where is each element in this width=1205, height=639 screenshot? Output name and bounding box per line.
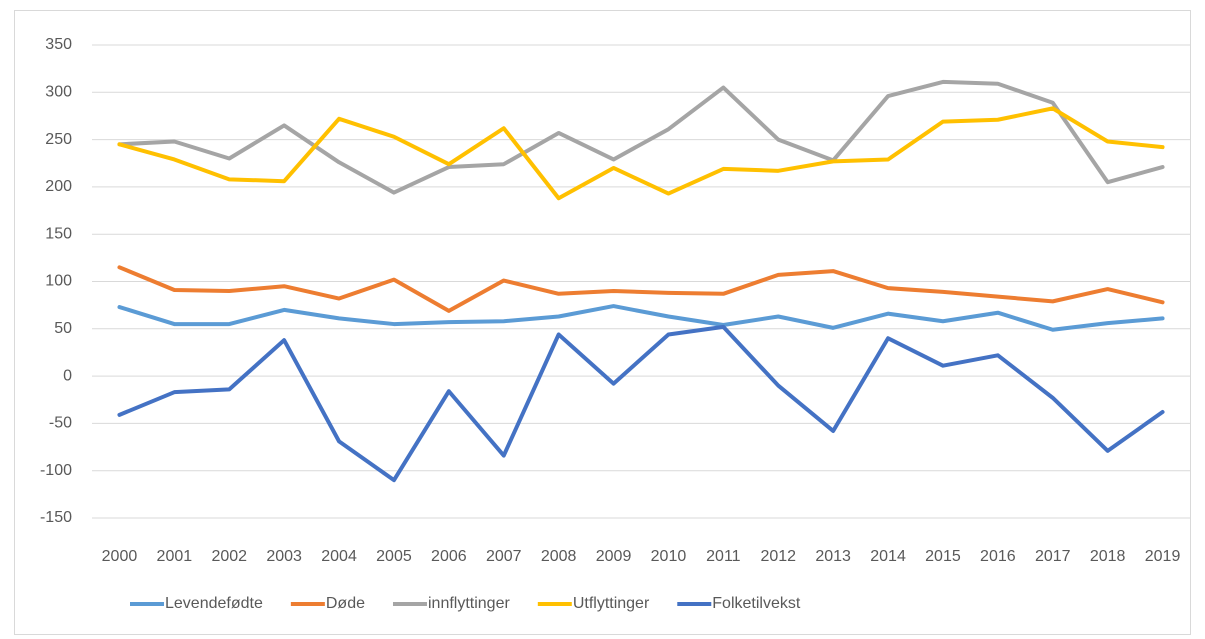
y-tick-label: -150 (40, 509, 72, 526)
x-tick-label: 2019 (1145, 548, 1181, 565)
legend-label: Utflyttinger (573, 595, 650, 612)
y-tick-label: -100 (40, 462, 72, 479)
x-tick-label: 2018 (1090, 548, 1126, 565)
legend-label: Folketilvekst (712, 595, 801, 612)
x-tick-label: 2009 (596, 548, 632, 565)
legend-label: innflyttinger (428, 595, 510, 612)
series-line (117, 324, 1165, 483)
x-tick-label: 2003 (266, 548, 302, 565)
y-tick-label: 150 (45, 225, 72, 242)
legend-label: Døde (326, 595, 365, 612)
x-tick-label: 2007 (486, 548, 522, 565)
x-tick-label: 2002 (211, 548, 247, 565)
y-tick-label: 0 (63, 367, 72, 384)
x-tick-label: 2005 (376, 548, 412, 565)
y-tick-label: -50 (49, 415, 72, 432)
y-tick-label: 100 (45, 273, 72, 290)
y-tick-label: 250 (45, 131, 72, 148)
x-tick-label: 2008 (541, 548, 577, 565)
x-tick-label: 2011 (706, 548, 741, 565)
series-line (117, 79, 1165, 195)
x-tick-label: 2006 (431, 548, 467, 565)
series-line (117, 304, 1165, 332)
series-line (117, 106, 1165, 201)
x-tick-label: 2017 (1035, 548, 1071, 565)
x-tick-label: 2015 (925, 548, 961, 565)
y-tick-label: 200 (45, 178, 72, 195)
x-tick-label: 2001 (157, 548, 193, 565)
x-tick-label: 2016 (980, 548, 1016, 565)
x-tick-label: 2010 (651, 548, 687, 565)
y-tick-label: 300 (45, 84, 72, 101)
x-tick-label: 2000 (102, 548, 138, 565)
x-tick-label: 2012 (760, 548, 796, 565)
x-tick-label: 2013 (815, 548, 851, 565)
y-tick-label: 350 (45, 36, 72, 53)
series-line (117, 265, 1165, 313)
x-tick-label: 2004 (321, 548, 357, 565)
legend-label: Levendefødte (165, 595, 263, 612)
y-tick-label: 50 (54, 320, 72, 337)
x-tick-label: 2014 (870, 548, 906, 565)
